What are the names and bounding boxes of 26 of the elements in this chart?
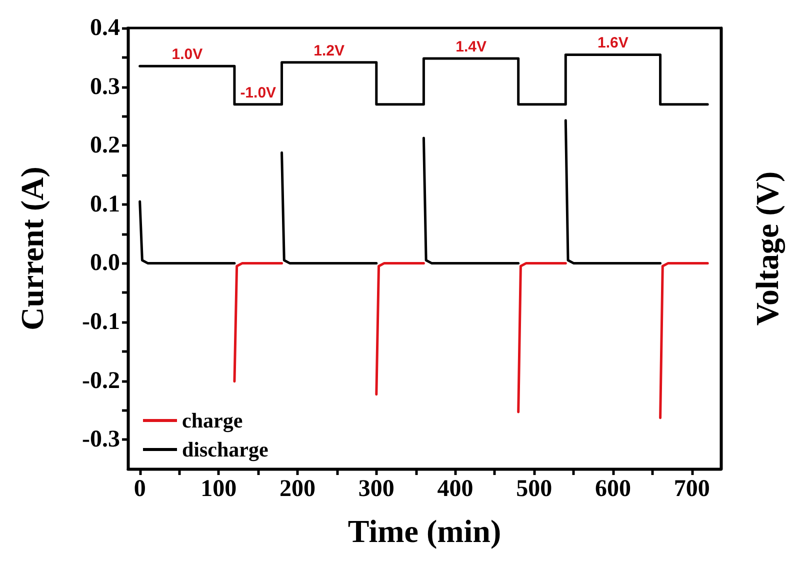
x-tick-label: 300 <box>358 476 394 502</box>
data-label: 1.6V <box>598 34 628 52</box>
x-tick-label: 200 <box>280 476 316 502</box>
y-tick-label: 0.2 <box>90 132 120 159</box>
x-tick-label: 400 <box>437 476 474 502</box>
x-axis-title: Time (min) <box>348 513 502 549</box>
y-tick-label: 0.0 <box>90 250 120 276</box>
data-label: -1.0V <box>240 84 276 102</box>
data-label: 1.0V <box>172 46 203 64</box>
y-tick-label: 0.3 <box>90 74 120 100</box>
x-tick-label: 600 <box>594 476 631 502</box>
data-label: 1.2V <box>314 42 345 60</box>
legend-label: charge <box>182 408 243 432</box>
y-tick-label: -0.3 <box>82 426 120 453</box>
data-label: 1.4V <box>456 38 486 56</box>
y-tick-label: 0.1 <box>90 191 120 218</box>
y-tick-label: -0.2 <box>82 368 120 394</box>
y-tick-label: -0.1 <box>82 309 120 335</box>
x-tick-label: 500 <box>516 476 552 502</box>
x-tick-label: 0 <box>134 476 146 502</box>
legend-label: discharge <box>182 438 268 462</box>
y-axis-title: Current (A) <box>14 166 50 330</box>
y-tick-label: 0.4 <box>90 15 120 41</box>
x-tick-label: 100 <box>200 476 237 502</box>
x-tick-label: 700 <box>674 476 710 502</box>
y2-axis-title: Voltage (V) <box>749 171 786 326</box>
